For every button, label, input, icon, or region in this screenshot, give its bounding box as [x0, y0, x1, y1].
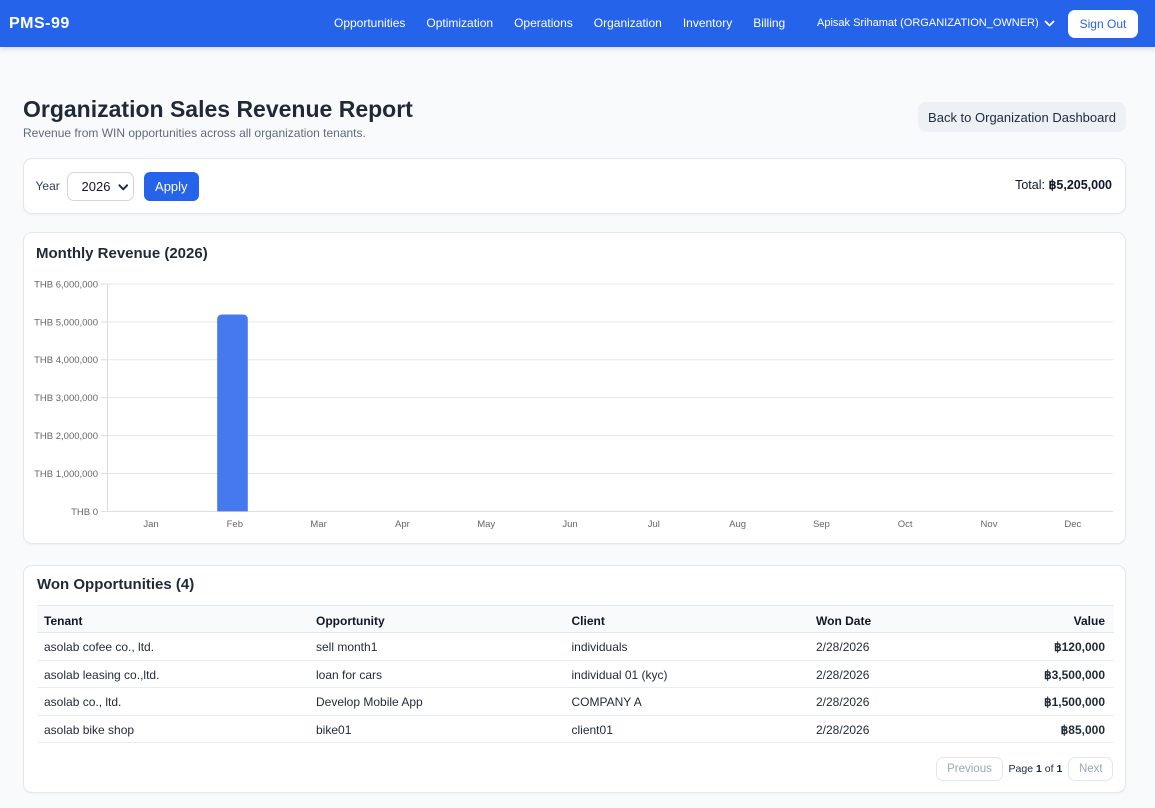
- svg-text:Feb: Feb: [227, 519, 243, 530]
- svg-text:Jul: Jul: [648, 519, 660, 530]
- svg-text:THB 4,000,000: THB 4,000,000: [34, 355, 98, 366]
- svg-text:Apr: Apr: [395, 519, 410, 530]
- svg-text:Aug: Aug: [729, 519, 746, 530]
- svg-text:Mar: Mar: [310, 519, 326, 530]
- svg-text:THB 5,000,000: THB 5,000,000: [34, 317, 98, 328]
- svg-text:Jun: Jun: [562, 519, 577, 530]
- svg-text:Oct: Oct: [898, 519, 913, 530]
- svg-text:THB 1,000,000: THB 1,000,000: [34, 469, 98, 480]
- svg-text:THB 0: THB 0: [71, 507, 98, 518]
- svg-text:May: May: [477, 519, 495, 530]
- svg-text:THB 3,000,000: THB 3,000,000: [34, 393, 98, 404]
- svg-text:THB 6,000,000: THB 6,000,000: [34, 279, 98, 290]
- svg-text:Nov: Nov: [981, 519, 998, 530]
- svg-text:THB 2,000,000: THB 2,000,000: [34, 431, 98, 442]
- svg-text:Dec: Dec: [1064, 519, 1081, 530]
- svg-text:Jan: Jan: [143, 519, 158, 530]
- svg-text:Sep: Sep: [813, 519, 830, 530]
